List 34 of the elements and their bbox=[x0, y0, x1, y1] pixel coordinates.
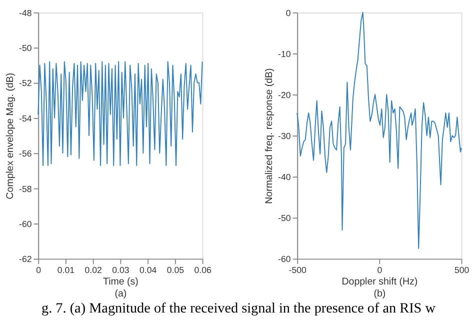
x-tick-label: 0 bbox=[36, 264, 42, 275]
text: (a) bbox=[114, 288, 127, 300]
y-tick-label: -30 bbox=[278, 130, 291, 141]
y-tick-label: -50 bbox=[19, 43, 32, 54]
x-tick-label: 0.01 bbox=[57, 264, 75, 275]
y-tick-label: -62 bbox=[19, 254, 32, 264]
y-axis-title: Complex envelope Mag. (dB) bbox=[5, 72, 16, 200]
y-tick-label: -10 bbox=[278, 48, 291, 59]
y-tick-label: -60 bbox=[19, 218, 32, 229]
x-tick-label: -500 bbox=[288, 264, 306, 275]
y-tick-label: -50 bbox=[278, 213, 291, 224]
x-tick-label: 0.05 bbox=[166, 264, 184, 275]
y-tick-label: -56 bbox=[19, 148, 32, 159]
y-tick-label: -58 bbox=[19, 184, 32, 194]
y-tick-label: -48 bbox=[19, 8, 32, 18]
text: g. 7. (a) Magnitude of the received signal in the presence of an RIS w bbox=[42, 300, 436, 316]
y-tick-label: -20 bbox=[278, 90, 291, 100]
x-tick-label: 500 bbox=[454, 264, 470, 275]
x-axis-title: Time (s) bbox=[102, 276, 138, 288]
x-tick-label: 0 bbox=[377, 264, 382, 275]
x-axis-title: Doppler shift (Hz) bbox=[342, 276, 418, 288]
x-tick-label: 0.03 bbox=[112, 264, 130, 275]
y-tick-label: -60 bbox=[278, 254, 291, 264]
x-tick-label: 0.06 bbox=[194, 264, 212, 275]
x-tick-label: 0.04 bbox=[140, 264, 157, 275]
y-tick-label: -54 bbox=[19, 113, 32, 124]
x-tick-label: 0.02 bbox=[84, 264, 102, 275]
y-axis-title: Normalized freq. response (dB) bbox=[264, 68, 276, 204]
y-tick-label: -40 bbox=[278, 172, 291, 182]
text: (b) bbox=[374, 288, 386, 300]
line-series bbox=[296, 12, 462, 249]
y-tick-label: -52 bbox=[19, 78, 32, 88]
line-series bbox=[38, 61, 203, 166]
y-tick-label: 0 bbox=[286, 8, 291, 18]
